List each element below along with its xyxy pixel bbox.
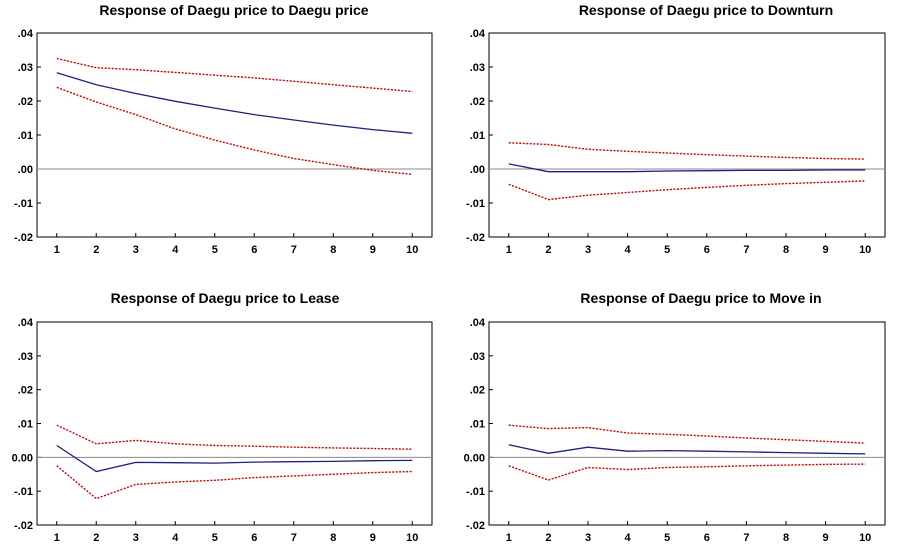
y-tick-label: .01 <box>18 419 33 431</box>
x-tick-label: 3 <box>585 244 591 256</box>
x-tick-label: 1 <box>54 532 60 544</box>
x-tick-label: 6 <box>704 532 710 544</box>
upper-confidence-band <box>508 424 866 444</box>
x-tick-label: 10 <box>859 532 871 544</box>
chart-svg-move-in: Response of Daegu price to Move in .04 .0… <box>464 290 886 544</box>
plot-frame <box>488 321 886 526</box>
x-tick-label: 4 <box>172 244 179 256</box>
y-tick-label: .04 <box>470 28 486 40</box>
x-tick-label: 2 <box>93 532 99 544</box>
y-tick-label: .04 <box>18 28 34 40</box>
y-tick-label: -.02 <box>14 520 33 532</box>
y-tick-label: .01 <box>470 130 485 142</box>
x-tick-label: 2 <box>93 244 99 256</box>
x-tick-label: 4 <box>625 532 632 544</box>
chart-svg-lease: Response of Daegu price to Lease .04 .03.… <box>12 290 433 544</box>
x-tick-label: 2 <box>545 532 551 544</box>
plot-frame <box>488 32 886 238</box>
y-tick-label: -.02 <box>466 232 485 244</box>
lower-confidence-band <box>56 86 413 176</box>
x-tick-label: 9 <box>823 532 829 544</box>
chart-panel-daegu-price: Response of Daegu price to Daegu price .… <box>0 0 452 274</box>
response-line <box>56 444 413 473</box>
response-line <box>56 72 413 134</box>
x-tick-label: 10 <box>406 244 418 256</box>
x-tick-label: 7 <box>743 532 749 544</box>
x-tick-label: 4 <box>172 532 179 544</box>
y-tick-label: .04 <box>470 317 486 329</box>
lower-confidence-band <box>508 463 866 481</box>
x-tick-label: 5 <box>212 244 218 256</box>
x-tick-label: 7 <box>291 532 297 544</box>
x-tick-label: 9 <box>370 532 376 544</box>
x-tick-label: 6 <box>251 244 257 256</box>
y-tick-label: -.02 <box>466 520 485 532</box>
y-tick-label: .02 <box>18 385 33 397</box>
x-tick-label: 3 <box>133 244 139 256</box>
upper-confidence-band <box>56 424 413 450</box>
chart-title: Response of Daegu price to Lease <box>111 290 340 306</box>
y-tick-label: -.01 <box>14 486 33 498</box>
y-tick-label: .03 <box>470 62 485 74</box>
x-tick-label: 5 <box>212 532 218 544</box>
y-tick-label: -.01 <box>14 198 33 210</box>
plot-frame <box>36 32 433 238</box>
y-tick-label: -.01 <box>466 198 485 210</box>
x-tick-label: 9 <box>370 244 376 256</box>
response-line <box>508 163 866 173</box>
x-tick-label: 8 <box>330 244 336 256</box>
x-tick-label: 6 <box>704 244 710 256</box>
y-tick-label: .00 <box>18 164 33 176</box>
y-tick-label: .01 <box>18 130 33 142</box>
x-tick-label: 3 <box>133 532 139 544</box>
chart-title: Response of Daegu price to Move in <box>580 290 821 306</box>
y-tick-label: .01 <box>470 419 485 431</box>
upper-confidence-band <box>56 57 413 93</box>
chart-svg-daegu-price: Response of Daegu price to Daegu price .… <box>14 2 433 256</box>
x-tick-label: 6 <box>251 532 257 544</box>
x-tick-label: 5 <box>664 532 670 544</box>
x-tick-label: 7 <box>743 244 749 256</box>
x-tick-label: 1 <box>506 532 512 544</box>
x-tick-label: 8 <box>330 532 336 544</box>
x-tick-label: 8 <box>783 532 789 544</box>
x-tick-label: 7 <box>291 244 297 256</box>
y-tick-label: .02 <box>470 385 485 397</box>
lower-confidence-band <box>508 180 866 201</box>
x-tick-label: 9 <box>823 244 829 256</box>
y-tick-label: 0.00 <box>12 452 33 464</box>
y-tick-label: -.02 <box>14 232 33 244</box>
x-tick-label: 1 <box>506 244 512 256</box>
x-tick-label: 3 <box>585 532 591 544</box>
x-tick-label: 4 <box>625 244 632 256</box>
y-tick-label: 0.00 <box>464 452 485 464</box>
chart-title: Response of Daegu price to Downturn <box>579 2 833 18</box>
lower-confidence-band <box>56 465 413 500</box>
y-tick-label: .03 <box>18 62 33 74</box>
y-tick-label: .03 <box>18 351 33 363</box>
x-tick-label: 10 <box>406 532 418 544</box>
upper-confidence-band <box>508 142 866 160</box>
response-line <box>508 444 866 455</box>
chart-svg-downturn: Response of Daegu price to Downturn .04.… <box>466 2 886 256</box>
chart-title: Response of Daegu price to Daegu price <box>99 2 368 18</box>
plot-frame <box>36 321 433 526</box>
y-tick-label: -.01 <box>466 486 485 498</box>
x-tick-label: 8 <box>783 244 789 256</box>
y-tick-label: .04 <box>18 317 34 329</box>
chart-panel-move-in: Response of Daegu price to Move in .04 .0… <box>452 274 904 548</box>
x-tick-label: 2 <box>545 244 551 256</box>
y-tick-label: .00 <box>470 164 485 176</box>
y-tick-label: .02 <box>470 96 485 108</box>
y-tick-label: .03 <box>470 351 485 363</box>
x-tick-label: 10 <box>859 244 871 256</box>
y-tick-label: .02 <box>18 96 33 108</box>
x-tick-label: 5 <box>664 244 670 256</box>
chart-panel-downturn: Response of Daegu price to Downturn .04.… <box>452 0 904 274</box>
x-tick-label: 1 <box>54 244 60 256</box>
chart-panel-lease: Response of Daegu price to Lease .04 .03.… <box>0 274 452 548</box>
